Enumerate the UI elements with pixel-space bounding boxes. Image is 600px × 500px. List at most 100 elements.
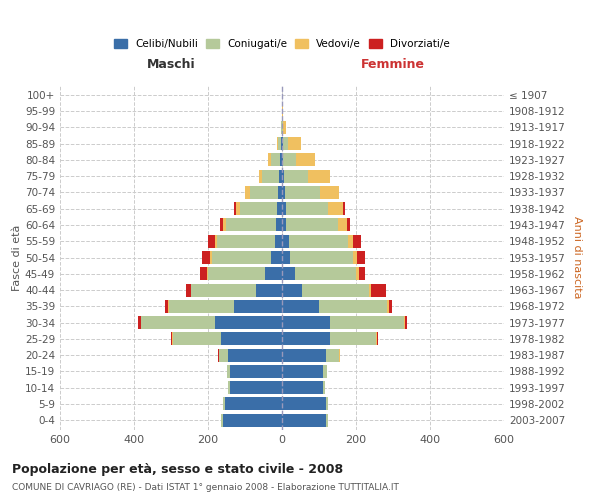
Bar	[338, 218, 347, 232]
Bar	[208, 268, 265, 280]
Bar	[217, 234, 275, 248]
Bar	[282, 268, 295, 280]
Bar	[280, 154, 282, 166]
Legend: Celibi/Nubili, Coniugati/e, Vedovi/e, Divorziati/e: Celibi/Nubili, Coniugati/e, Vedovi/e, Di…	[110, 35, 454, 54]
Bar	[165, 300, 169, 313]
Bar	[353, 251, 357, 264]
Bar	[369, 284, 371, 296]
Bar	[290, 251, 353, 264]
Bar	[186, 284, 191, 296]
Text: Maschi: Maschi	[146, 58, 196, 71]
Bar	[276, 218, 282, 232]
Bar	[223, 218, 226, 232]
Bar	[275, 234, 282, 248]
Text: COMUNE DI CAVRIAGO (RE) - Dati ISTAT 1° gennaio 2008 - Elaborazione TUTTITALIA.I: COMUNE DI CAVRIAGO (RE) - Dati ISTAT 1° …	[12, 482, 399, 492]
Bar	[215, 316, 282, 329]
Bar	[279, 170, 282, 182]
Bar	[283, 121, 286, 134]
Bar	[282, 284, 302, 296]
Bar	[283, 154, 296, 166]
Bar	[220, 218, 223, 232]
Y-axis label: Fasce di età: Fasce di età	[12, 224, 22, 290]
Bar	[169, 300, 234, 313]
Bar	[320, 186, 338, 199]
Bar	[277, 137, 278, 150]
Y-axis label: Anni di nascita: Anni di nascita	[572, 216, 582, 298]
Bar	[286, 218, 338, 232]
Bar	[221, 414, 223, 426]
Bar	[282, 202, 286, 215]
Bar	[359, 268, 365, 280]
Bar	[137, 316, 140, 329]
Bar	[353, 234, 361, 248]
Bar	[224, 398, 282, 410]
Bar	[289, 234, 348, 248]
Bar	[282, 365, 323, 378]
Bar	[348, 234, 353, 248]
Bar	[288, 137, 301, 150]
Text: Femmine: Femmine	[361, 58, 425, 71]
Bar	[230, 381, 282, 394]
Bar	[282, 218, 286, 232]
Bar	[323, 381, 325, 394]
Bar	[285, 186, 320, 199]
Bar	[281, 137, 282, 150]
Bar	[371, 284, 386, 296]
Bar	[330, 316, 404, 329]
Bar	[172, 332, 173, 345]
Bar	[234, 300, 282, 313]
Bar	[282, 154, 283, 166]
Bar	[278, 186, 282, 199]
Bar	[302, 284, 369, 296]
Bar	[268, 154, 271, 166]
Bar	[283, 137, 288, 150]
Bar	[404, 316, 405, 329]
Bar	[262, 170, 279, 182]
Bar	[282, 121, 283, 134]
Bar	[173, 332, 221, 345]
Bar	[328, 202, 343, 215]
Bar	[282, 300, 319, 313]
Bar	[296, 154, 315, 166]
Bar	[326, 414, 328, 426]
Bar	[226, 218, 276, 232]
Bar	[286, 202, 328, 215]
Bar	[234, 202, 236, 215]
Bar	[282, 170, 284, 182]
Bar	[271, 251, 282, 264]
Bar	[250, 186, 278, 199]
Bar	[271, 154, 280, 166]
Bar	[388, 300, 389, 313]
Bar	[282, 251, 290, 264]
Bar	[282, 332, 330, 345]
Bar	[210, 251, 212, 264]
Bar	[357, 251, 365, 264]
Bar	[200, 268, 206, 280]
Bar	[219, 348, 229, 362]
Bar	[191, 284, 256, 296]
Bar	[319, 300, 388, 313]
Bar	[282, 381, 323, 394]
Bar	[223, 414, 282, 426]
Bar	[278, 137, 281, 150]
Bar	[284, 170, 308, 182]
Text: Popolazione per età, sesso e stato civile - 2008: Popolazione per età, sesso e stato civil…	[12, 462, 343, 475]
Bar	[223, 398, 224, 410]
Bar	[356, 268, 359, 280]
Bar	[282, 398, 326, 410]
Bar	[343, 202, 345, 215]
Bar	[206, 268, 208, 280]
Bar	[282, 316, 330, 329]
Bar	[326, 348, 340, 362]
Bar	[256, 284, 282, 296]
Bar	[236, 202, 240, 215]
Bar	[221, 332, 282, 345]
Bar	[376, 332, 377, 345]
Bar	[277, 202, 282, 215]
Bar	[229, 348, 282, 362]
Bar	[308, 170, 330, 182]
Bar	[215, 234, 217, 248]
Bar	[338, 186, 340, 199]
Bar	[240, 202, 277, 215]
Bar	[330, 332, 376, 345]
